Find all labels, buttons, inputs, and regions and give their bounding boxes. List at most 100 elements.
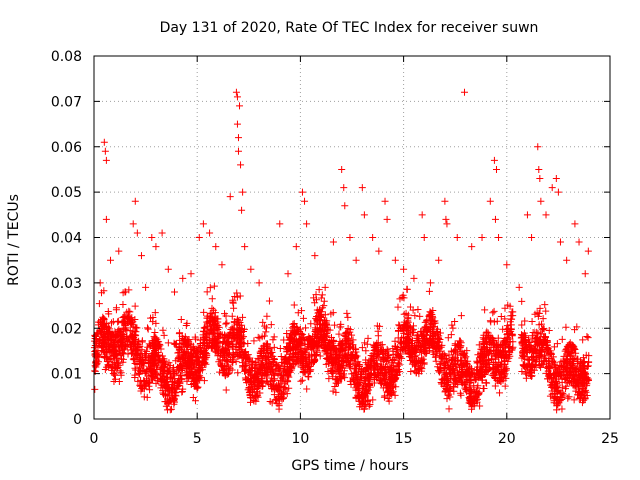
data-point [523, 211, 531, 219]
data-point-bg [262, 324, 270, 332]
data-point [503, 261, 511, 269]
data-point-bg [434, 334, 442, 342]
data-point-bg [379, 354, 387, 362]
data-point-bg [494, 334, 502, 342]
data-point [535, 165, 543, 173]
data-point-bg [421, 318, 429, 326]
data-point-bg [160, 373, 168, 381]
data-point-bg [219, 346, 227, 354]
data-point-bg [496, 361, 504, 369]
data-point-bg [119, 355, 127, 363]
y-tick-label: 0.07 [51, 94, 82, 110]
data-point-bg [146, 386, 154, 394]
data-point-bg [440, 358, 448, 366]
data-point-bg [574, 355, 582, 363]
data-point-bg [482, 361, 490, 369]
data-point-bg [543, 342, 551, 350]
data-point-bg [245, 384, 253, 392]
data-point-bg [381, 369, 389, 377]
data-point-bg [101, 338, 109, 346]
data-point [239, 188, 247, 196]
data-point-bg [497, 368, 505, 376]
data-point-bg [416, 312, 424, 320]
data-point-bg [466, 397, 474, 405]
data-point-bg [538, 340, 546, 348]
data-point-bg [258, 374, 266, 382]
data-point [442, 215, 450, 223]
y-tick-label: 0.01 [51, 367, 82, 383]
data-point-bg [531, 329, 539, 337]
data-point-bg [490, 307, 498, 315]
data-point-bg [395, 361, 403, 369]
data-point-bg [348, 370, 356, 378]
data-point-bg [347, 351, 355, 359]
data-point-bg [377, 362, 385, 370]
data-point-bg [131, 360, 139, 368]
data-point-bg [319, 321, 327, 329]
data-point-bg [129, 355, 137, 363]
data-point-bg [421, 339, 429, 347]
data-point-bg [152, 319, 160, 327]
data-point-bg [106, 348, 114, 356]
data-point-bg [146, 378, 154, 386]
data-point-bg [229, 298, 237, 306]
data-point-bg [151, 346, 159, 354]
data-point-bg [177, 316, 185, 324]
data-point-bg [489, 335, 497, 343]
data-point-bg [161, 381, 169, 389]
data-point-bg [176, 358, 184, 366]
data-point-bg [320, 333, 328, 341]
data-point-bg [97, 338, 105, 346]
data-point-bg [174, 382, 182, 390]
data-point-bg [299, 367, 307, 375]
data-point [435, 256, 443, 264]
data-point-bg [330, 345, 338, 353]
data-point-bg [295, 327, 303, 335]
data-point-bg [342, 362, 350, 370]
data-point-bg [315, 332, 323, 340]
data-point [515, 283, 523, 291]
data-point-bg [364, 334, 372, 342]
data-point-bg [253, 388, 261, 396]
data-point-bg [525, 369, 533, 377]
data-point-bg [519, 336, 527, 344]
data-point-bg [541, 352, 549, 360]
data-point-bg [531, 345, 539, 353]
data-point [420, 234, 428, 241]
data-point-bg [305, 373, 313, 381]
data-point-bg [545, 363, 553, 371]
data-point-bg [208, 309, 216, 317]
data-point-bg [569, 370, 577, 378]
data-point-bg [293, 323, 301, 331]
data-point-bg [403, 285, 411, 293]
data-point-bg [393, 372, 401, 380]
data-point [468, 243, 476, 251]
data-point-bg [244, 340, 252, 348]
data-point-bg [371, 346, 379, 354]
data-point-bg [504, 335, 512, 343]
data-point [329, 238, 337, 246]
data-point-bg [131, 316, 139, 324]
data-point-bg [537, 330, 545, 338]
data-point-bg [317, 327, 325, 335]
data-point [381, 197, 389, 205]
data-point-bg [228, 358, 236, 366]
data-point-bg [484, 355, 492, 363]
data-point-bg [104, 333, 112, 341]
data-point-bg [580, 391, 588, 399]
data-point-bg [305, 367, 313, 375]
data-point-bg [129, 331, 137, 339]
data-point-bg [554, 396, 562, 404]
data-point-bg [100, 314, 108, 322]
data-point-bg [452, 353, 460, 361]
data-point-bg [318, 291, 326, 299]
data-point-bg [384, 395, 392, 403]
data-point-bg [189, 342, 197, 350]
data-point-bg [422, 331, 430, 339]
data-point [212, 243, 220, 251]
data-point-bg [315, 286, 323, 294]
data-point-bg [200, 341, 208, 349]
data-point-bg [271, 372, 279, 380]
data-point-bg [542, 357, 550, 365]
data-point-bg [447, 357, 455, 365]
